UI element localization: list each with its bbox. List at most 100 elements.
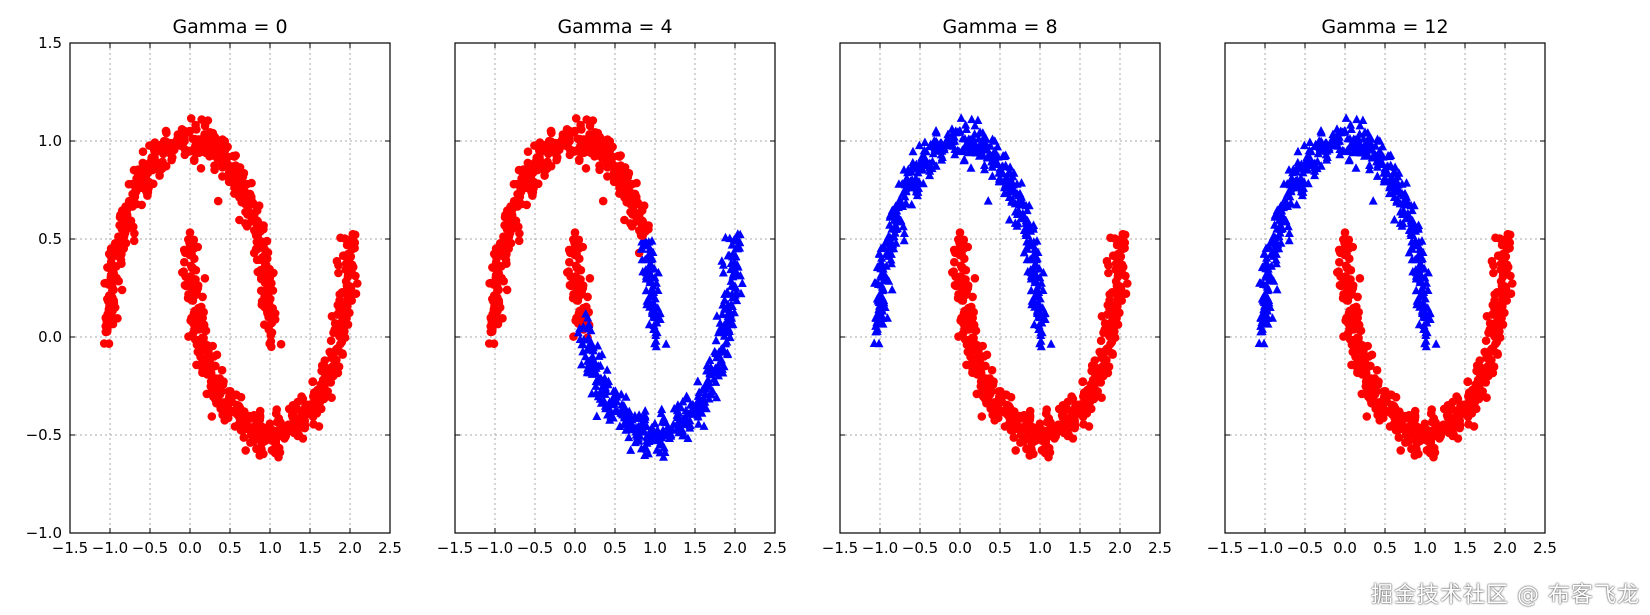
data-point-triangle (993, 152, 1003, 161)
data-point-triangle (643, 448, 653, 458)
data-point-circle (971, 326, 981, 336)
data-point-triangle (635, 422, 644, 432)
data-point-triangle (954, 146, 964, 156)
data-point-triangle (1392, 177, 1402, 186)
x-tick-label: −1.5 (52, 539, 88, 557)
data-point-triangle (700, 397, 710, 406)
data-point-circle (197, 115, 206, 124)
data-point-triangle (657, 404, 667, 414)
data-point-circle (1099, 365, 1108, 374)
data-point-triangle (875, 296, 885, 305)
data-point-circle (1114, 268, 1124, 278)
data-point-circle (217, 401, 226, 410)
data-point-circle (196, 309, 205, 319)
data-point-triangle (1274, 243, 1284, 253)
data-point-triangle (592, 411, 602, 420)
data-point-triangle (1431, 339, 1441, 348)
x-tick-label: −1.5 (437, 539, 473, 557)
data-point-circle (119, 244, 128, 253)
data-point-triangle (1024, 200, 1034, 210)
data-point-circle (186, 242, 196, 251)
data-point-circle (1370, 390, 1380, 399)
data-point-circle (1355, 274, 1365, 283)
data-point-triangle (1372, 171, 1382, 180)
data-point-circle (1482, 393, 1491, 403)
data-point-triangle (1416, 270, 1426, 279)
data-point-triangle (1004, 192, 1014, 201)
data-point-triangle (1408, 215, 1417, 225)
data-point-circle (564, 245, 574, 255)
data-point-circle (335, 304, 344, 314)
data-point-triangle (1307, 160, 1317, 170)
data-point-circle (241, 219, 250, 228)
data-point-triangle (1036, 312, 1046, 321)
data-point-triangle (1005, 186, 1015, 196)
data-point-triangle (720, 304, 729, 313)
data-point-triangle (1284, 228, 1294, 237)
data-point-circle (1335, 257, 1344, 267)
data-point-circle (1348, 242, 1358, 252)
data-point-circle (1475, 382, 1484, 391)
data-point-circle (117, 285, 127, 295)
data-point-circle (150, 146, 159, 155)
data-point-triangle (973, 115, 983, 124)
x-tick-label: 0.5 (218, 539, 242, 557)
data-point-triangle (1414, 220, 1424, 229)
data-point-triangle (657, 417, 667, 426)
data-point-triangle (1421, 278, 1431, 287)
data-point-triangle (1036, 327, 1046, 337)
data-point-circle (350, 230, 360, 240)
data-point-circle (513, 189, 522, 199)
data-point-circle (1457, 407, 1466, 416)
data-point-circle (209, 352, 219, 361)
data-point-triangle (990, 146, 1000, 155)
data-point-triangle (1268, 231, 1278, 241)
data-point-triangle (641, 285, 651, 295)
data-point-triangle (1029, 220, 1039, 229)
data-point-triangle (650, 418, 660, 428)
data-point-triangle (1276, 212, 1286, 221)
data-point-triangle (613, 406, 622, 416)
data-point-triangle (874, 279, 883, 288)
data-point-circle (161, 126, 171, 136)
x-tick-label: 2.0 (1493, 539, 1517, 557)
data-point-triangle (647, 290, 657, 299)
data-point-circle (1009, 433, 1019, 442)
data-point-triangle (682, 391, 692, 400)
data-point-circle (109, 243, 119, 252)
data-point-triangle (737, 278, 747, 287)
data-point-triangle (1393, 196, 1403, 205)
x-tick-label: −0.5 (517, 539, 553, 557)
data-point-triangle (1036, 278, 1046, 287)
data-point-triangle (647, 434, 657, 443)
data-point-triangle (1401, 195, 1411, 204)
data-point-triangle (679, 429, 689, 438)
data-point-triangle (726, 319, 736, 329)
data-point-circle (1490, 304, 1499, 314)
data-point-triangle (735, 237, 745, 247)
data-point-triangle (1409, 200, 1419, 210)
x-tick-label: 2.0 (338, 539, 362, 557)
data-point-circle (193, 138, 202, 148)
data-point-circle (963, 283, 973, 293)
data-point-triangle (1388, 174, 1398, 184)
data-point-triangle (1407, 254, 1417, 264)
data-point-circle (264, 321, 274, 330)
data-point-circle (1489, 261, 1498, 270)
data-point-circle (326, 336, 336, 346)
data-point-triangle (713, 364, 723, 373)
data-point-circle (533, 165, 542, 175)
data-point-triangle (891, 212, 901, 221)
data-point-triangle (651, 327, 661, 337)
data-point-triangle (1030, 297, 1040, 306)
data-point-triangle (1299, 140, 1309, 150)
data-point-triangle (1277, 223, 1287, 233)
data-point-circle (1090, 382, 1099, 391)
x-tick-label: 1.5 (683, 539, 707, 557)
data-point-circle (1120, 230, 1130, 240)
data-point-triangle (966, 163, 976, 172)
data-point-triangle (711, 335, 721, 345)
data-point-triangle (1008, 196, 1018, 205)
data-point-triangle (1030, 275, 1040, 284)
data-point-triangle (1419, 302, 1429, 312)
